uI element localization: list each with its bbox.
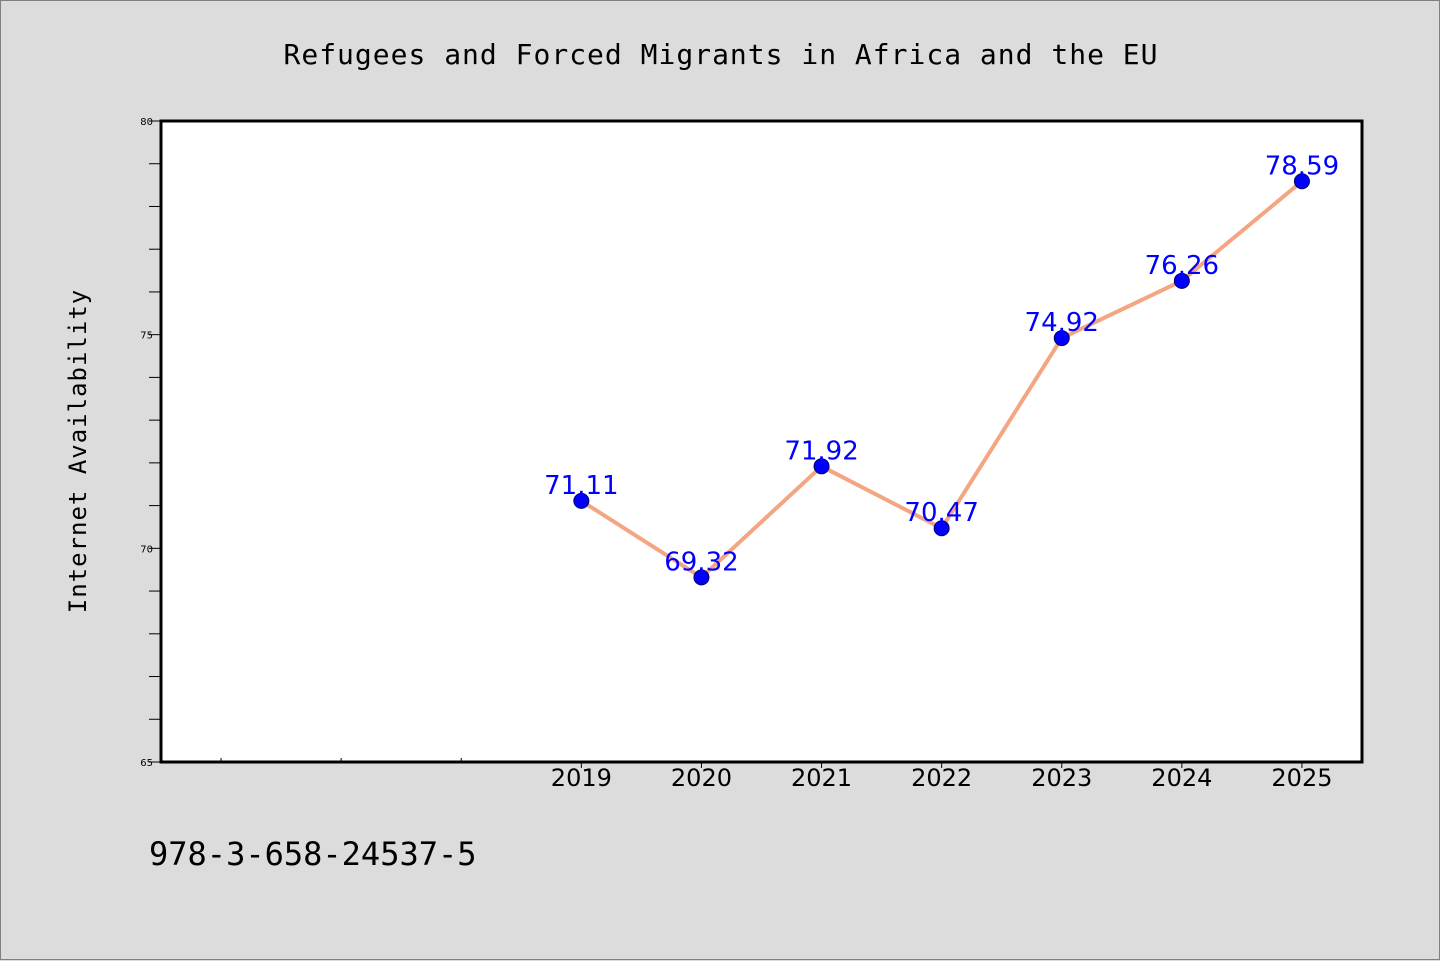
x-tick-label: 2023 [1031,764,1092,792]
x-axis: 2019 2020 2021 2022 2023 2024 2025 [220,758,1332,792]
y-axis: 65 70 75 80 [140,117,161,769]
x-tick-label: 2020 [671,764,732,792]
x-tick-label: 2021 [791,764,852,792]
data-label: 71.11 [544,471,618,501]
x-tick-label: 2025 [1271,764,1332,792]
data-label: 76.26 [1145,251,1219,281]
data-labels-group: 71.11 69.32 71.92 70.47 74.92 76.26 78.59 [544,151,1339,577]
data-point-marker [813,458,830,475]
data-label: 78.59 [1265,151,1339,181]
y-axis-label: Internet Availability [64,289,92,613]
data-point-marker [573,492,590,509]
data-label: 71.92 [784,436,858,466]
data-label: 70.47 [904,498,978,528]
data-point-marker [693,569,710,586]
y-tick-label: 70 [140,544,153,555]
chart-title: Refugees and Forced Migrants in Africa a… [283,38,1158,71]
x-tick-label: 2022 [911,764,972,792]
data-label: 69.32 [664,547,738,577]
y-tick-label: 65 [140,758,153,769]
plot-frame [159,119,1364,764]
plot-area [161,121,1362,762]
data-point-marker [933,520,950,537]
isbn-footer: 978-3-658-24537-5 [149,835,477,873]
y-tick-label: 80 [140,117,153,128]
data-label: 74.92 [1025,308,1099,338]
data-point-marker [1293,173,1310,190]
x-tick-label: 2019 [551,764,612,792]
data-point-marker [1053,330,1070,347]
series-markers-group [573,173,1310,586]
data-point-marker [1173,272,1190,289]
y-tick-label: 75 [140,331,153,342]
x-tick-label: 2024 [1151,764,1212,792]
